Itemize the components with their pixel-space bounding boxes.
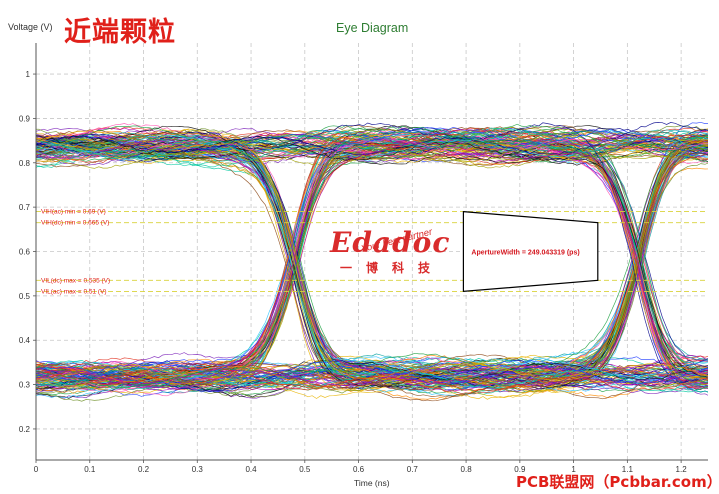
x-tick-label: 1 bbox=[571, 465, 576, 474]
x-tick-label: 0.4 bbox=[245, 465, 257, 474]
threshold-layer: VIH(ac) min = 0.69 (V) VIH(dc) min = 0.66… bbox=[36, 209, 708, 295]
eye-trace bbox=[36, 140, 708, 384]
chart-title: Eye Diagram bbox=[336, 21, 409, 35]
x-tick-label: 0.9 bbox=[514, 465, 526, 474]
eye-trace bbox=[36, 139, 708, 385]
eye-trace bbox=[36, 147, 708, 388]
eye-trace bbox=[36, 134, 708, 388]
eye-trace bbox=[36, 125, 708, 389]
eye-trace bbox=[36, 125, 708, 159]
y-tick-label: 0.8 bbox=[19, 159, 31, 168]
x-tick-label: 0.5 bbox=[299, 465, 311, 474]
y-tick-label: 1 bbox=[26, 70, 31, 79]
eye-trace bbox=[36, 127, 708, 384]
eye-trace bbox=[36, 363, 708, 395]
eye-trace bbox=[36, 130, 708, 373]
eye-trace bbox=[36, 125, 708, 385]
logo-cn: 一博科技 bbox=[340, 260, 444, 275]
y-tick-label: 0.5 bbox=[19, 292, 31, 301]
x-tick-label: 0.6 bbox=[353, 465, 365, 474]
eye-trace bbox=[36, 129, 708, 153]
x-tick-label: 0.2 bbox=[138, 465, 150, 474]
eye-trace bbox=[36, 127, 708, 385]
aperture-polygon bbox=[462, 210, 599, 293]
x-tick-label: 1.2 bbox=[676, 465, 688, 474]
x-tick-label: 0.7 bbox=[407, 465, 419, 474]
eye-trace bbox=[36, 142, 708, 384]
y-tick-label: 0.2 bbox=[19, 425, 31, 434]
eye-trace bbox=[36, 128, 708, 393]
threshold-label: VIL(ac) max = 0.51 (V) bbox=[41, 288, 107, 295]
y-axis-label: Voltage (V) bbox=[8, 22, 53, 32]
y-tick-label: 0.7 bbox=[19, 203, 31, 212]
threshold-label: VIH(dc) min = 0.665 (V) bbox=[41, 220, 109, 227]
eye-trace bbox=[36, 138, 708, 158]
y-tick-label: 0.6 bbox=[19, 248, 31, 257]
y-tick-label: 0.9 bbox=[19, 114, 31, 123]
x-tick-label: 0.1 bbox=[84, 465, 96, 474]
x-tick-label: 0 bbox=[34, 465, 39, 474]
eye-trace bbox=[36, 130, 708, 154]
eye-trace bbox=[36, 128, 708, 169]
x-axis-label: Time (ns) bbox=[354, 478, 390, 488]
trace-layer bbox=[36, 121, 708, 402]
eye-trace bbox=[36, 143, 708, 392]
x-tick-label: 1.1 bbox=[622, 465, 634, 474]
chinese-title: 近端颗粒 bbox=[64, 17, 176, 48]
eye-trace bbox=[36, 144, 708, 390]
eye-trace bbox=[36, 139, 708, 393]
eye-trace bbox=[36, 363, 708, 390]
footer-watermark: PCB联盟网（Pcbbar.com） bbox=[516, 473, 719, 491]
eye-trace bbox=[36, 135, 708, 379]
y-tick-label: 0.3 bbox=[19, 381, 31, 390]
y-tick-label: 0.4 bbox=[19, 336, 31, 345]
x-tick-label: 0.8 bbox=[461, 465, 473, 474]
eye-trace bbox=[36, 130, 708, 381]
logo-brand: Edadoc bbox=[329, 226, 450, 259]
x-tick-label: 0.3 bbox=[192, 465, 204, 474]
aperture-annotation: ApertureWidth = 249.043319 (ps) bbox=[462, 210, 599, 293]
axis-layer: 0 0.1 0.2 0.3 0.4 0.5 0.6 0.7 0.8 0.9 1 1.1 1.2 0.2 0.… bbox=[19, 43, 708, 474]
aperture-label: ApertureWidth = 249.043319 (ps) bbox=[471, 250, 579, 257]
eye-trace bbox=[36, 132, 708, 376]
eye-trace bbox=[36, 128, 708, 383]
threshold-label: VIL(dc) max = 0.535 (V) bbox=[41, 277, 110, 284]
eye-trace bbox=[36, 134, 708, 382]
eye-trace bbox=[36, 132, 708, 378]
eye-trace bbox=[36, 359, 708, 384]
threshold-label: VIH(ac) min = 0.69 (V) bbox=[41, 209, 106, 216]
eye-trace bbox=[36, 122, 708, 156]
eye-trace bbox=[36, 367, 708, 389]
